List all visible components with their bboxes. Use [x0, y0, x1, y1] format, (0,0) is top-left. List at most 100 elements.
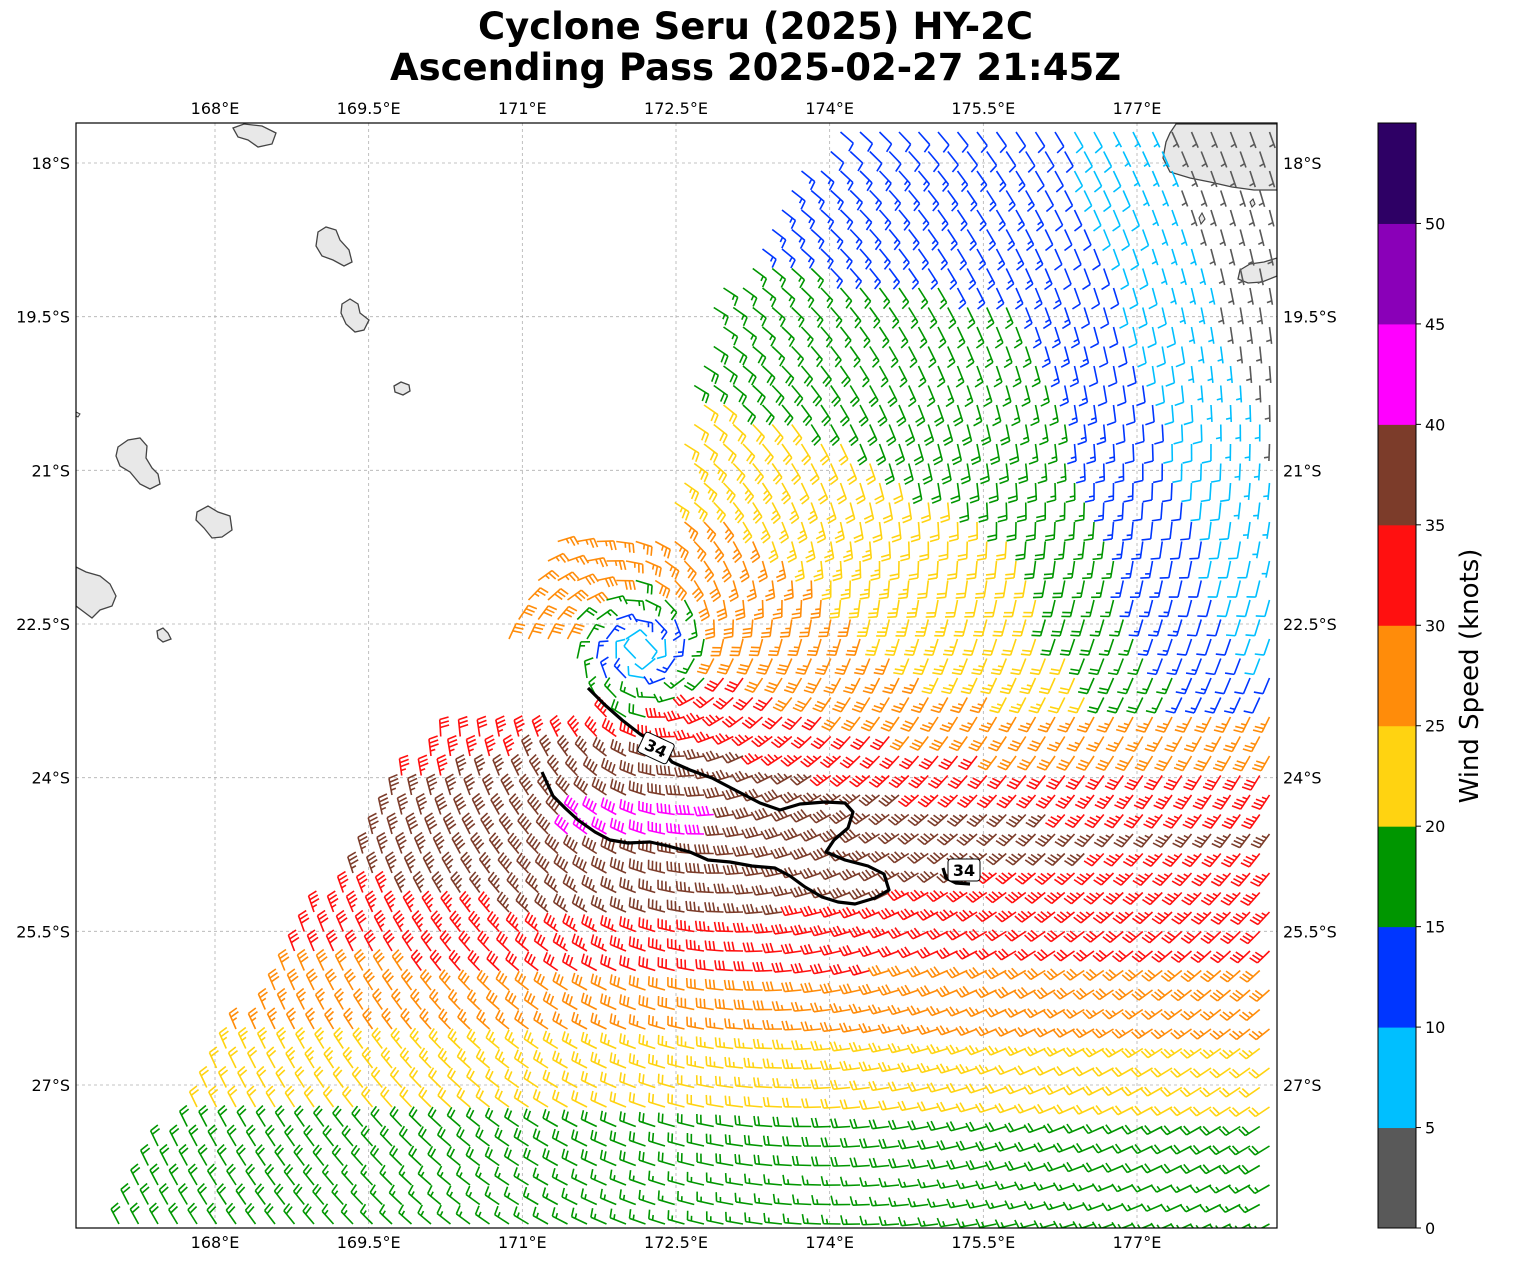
wind-barb: [937, 287, 948, 310]
wind-barb: [849, 346, 861, 368]
wind-barb: [878, 326, 890, 349]
wind-barb: [1151, 170, 1160, 187]
wind-barb: [1097, 385, 1108, 407]
island-erromango: [315, 226, 353, 267]
wind-barb: [878, 131, 893, 153]
wind-barb: [1142, 190, 1150, 207]
wind-barb: [1156, 346, 1167, 368]
wind-barb: [1238, 268, 1245, 286]
wind-barb: [1110, 287, 1120, 310]
wind-barb: [1245, 404, 1252, 423]
island-small-1: [156, 627, 172, 643]
colorbar-segment: [1378, 725, 1416, 827]
wind-barb: [771, 306, 786, 328]
lat-tick-left: 21°S: [31, 461, 70, 480]
wind-barb: [791, 228, 806, 249]
wind-barb: [872, 521, 883, 543]
lon-tick-bottom: 168°E: [191, 1233, 240, 1252]
wind-barb: [1003, 346, 1013, 369]
wind-barb: [948, 521, 959, 543]
wind-barb: [960, 463, 971, 485]
lat-tick-right: 24°S: [1283, 769, 1322, 788]
wind-barb: [1005, 268, 1015, 291]
wind-barb: [839, 170, 854, 191]
wind-barb: [1189, 287, 1197, 305]
wind-barb: [967, 521, 979, 542]
wind-barb: [917, 287, 929, 310]
wind-barb: [800, 248, 815, 269]
wind-barb: [1151, 502, 1164, 522]
wind-barb: [1256, 346, 1263, 364]
wind-barb: [976, 131, 988, 154]
wind-barb: [1208, 287, 1216, 305]
colorbar-tick-label: 20: [1425, 817, 1445, 836]
wind-barb: [771, 463, 783, 485]
wind-barb: [781, 287, 796, 308]
wind-barb: [800, 443, 812, 466]
wind-barb: [947, 151, 959, 173]
wind-barb: [1171, 502, 1183, 522]
wind-barb: [781, 365, 795, 387]
wind-barb: [917, 209, 930, 232]
wind-barb: [807, 502, 818, 525]
colorbar-tick-label: 50: [1425, 214, 1445, 233]
wind-barb: [1181, 151, 1190, 168]
wind-barb: [1247, 287, 1254, 305]
wind-barb: [1120, 268, 1130, 291]
wind-barb: [1229, 170, 1237, 188]
wind-barb: [1015, 248, 1025, 271]
wind-barb: [859, 365, 870, 388]
wind-barb: [956, 131, 969, 153]
wind-barb: [1036, 502, 1047, 523]
wind-barb: [1093, 131, 1103, 154]
wind-barb: [966, 307, 976, 330]
wind-barb: [1239, 190, 1247, 207]
wind-barb: [1022, 346, 1032, 369]
wind-barb: [974, 365, 984, 388]
wind-barb: [1216, 385, 1223, 403]
wind-barb: [1132, 502, 1144, 522]
wind-barb: [1034, 131, 1046, 154]
wind-barb: [1256, 307, 1264, 325]
wind-barb: [1073, 209, 1083, 232]
wind-barb: [1118, 346, 1128, 368]
wind-barb: [995, 131, 1007, 154]
wind-barb: [1064, 190, 1074, 213]
wind-barb: [951, 443, 963, 466]
colorbar-tick-label: 40: [1425, 415, 1445, 434]
wind-barb: [1131, 209, 1141, 232]
wind-barb: [1103, 151, 1113, 174]
wind-barb: [810, 267, 825, 289]
wind-barb: [1006, 521, 1017, 542]
wind-barb: [849, 150, 864, 172]
wind-barb: [1005, 190, 1016, 212]
wind-barb: [947, 307, 957, 330]
wind-barb: [752, 423, 766, 445]
wind-barb: [898, 326, 909, 349]
colorbar-segment: [1378, 926, 1416, 1028]
wind-barb: [1253, 463, 1261, 481]
wind-barb: [1007, 482, 1018, 504]
longitude-labels-bottom: 168°E 169.5°E 171°E 172.5°E 174°E 175.5°E 177°…: [191, 1233, 1162, 1252]
wind-barb: [853, 521, 864, 544]
wind-barb: [1257, 229, 1265, 247]
wind-barb: [1263, 443, 1271, 462]
island-small-2: [1198, 211, 1206, 226]
wind-barb: [1164, 404, 1175, 426]
wind-barb: [937, 170, 950, 193]
wind-barb: [1246, 326, 1254, 344]
wind-barb: [888, 189, 902, 212]
wind-barb: [1238, 229, 1246, 247]
wind-barb: [917, 365, 927, 388]
wind-barb: [830, 306, 843, 329]
wind-barb: [1183, 404, 1194, 426]
wind-barb: [1040, 385, 1050, 407]
wind-barb: [817, 482, 829, 505]
lon-tick-bottom: 175.5°E: [951, 1233, 1015, 1252]
wind-barb: [1002, 385, 1012, 407]
wind-barb: [1055, 502, 1066, 523]
wind-barb: [966, 151, 979, 173]
wind-barb: [791, 306, 805, 328]
wind-barb: [810, 424, 822, 446]
wind-barb: [771, 345, 786, 367]
